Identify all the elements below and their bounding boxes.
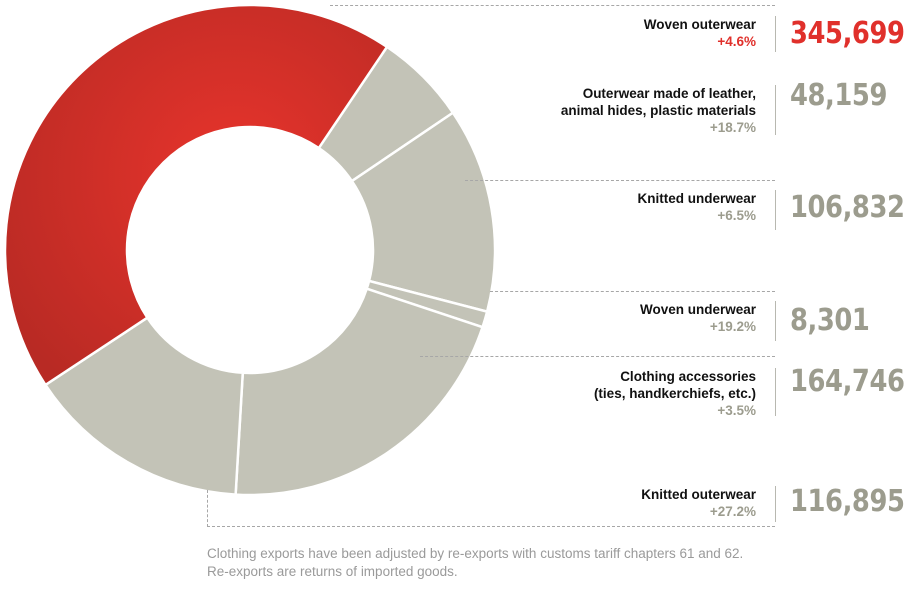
- category-label-block: Woven outerwear +4.6%: [436, 16, 756, 50]
- category-row-woven-outerwear: Woven outerwear +4.6% 345,699: [480, 16, 908, 106]
- leader-line: [490, 291, 775, 292]
- category-row-clothing-accessories: Clothing accessories (ties, handkerchief…: [480, 364, 908, 458]
- donut-slice-knitted-outerwear: [43, 315, 245, 496]
- category-change: +4.6%: [717, 34, 756, 49]
- category-name: Knitted outerwear: [641, 487, 756, 502]
- leader-line: [330, 5, 775, 6]
- value-separator: [775, 190, 776, 230]
- category-row-leather-outerwear: Outerwear made of leather, animal hides,…: [480, 78, 908, 175]
- category-row-woven-underwear: Woven underwear +19.2% 8,301: [480, 301, 908, 391]
- category-label-block: Knitted underwear +6.5%: [436, 190, 756, 224]
- category-label-block: Outerwear made of leather, animal hides,…: [436, 85, 756, 136]
- category-value: 106,832: [790, 190, 905, 225]
- donut-slice-woven-outerwear: [3, 3, 389, 387]
- category-change: +27.2%: [709, 504, 756, 519]
- category-change: +18.7%: [709, 120, 756, 135]
- category-change: +3.5%: [717, 403, 756, 418]
- leader-line: [207, 526, 775, 527]
- value-separator: [775, 368, 776, 416]
- donut-slice-clothing-accessories: [234, 287, 485, 497]
- category-name: Outerwear made of leather, animal hides,…: [560, 86, 756, 118]
- value-separator: [775, 85, 776, 135]
- footnote: Clothing exports have been adjusted by r…: [207, 546, 744, 579]
- category-value: 8,301: [790, 303, 870, 338]
- category-row-knitted-outerwear: Knitted outerwear +27.2% 116,895: [480, 484, 908, 576]
- category-name: Woven underwear: [639, 302, 756, 317]
- donut-chart: [3, 3, 497, 497]
- category-row-knitted-underwear: Knitted underwear +6.5% 106,832: [480, 190, 908, 280]
- category-label-block: Knitted outerwear +27.2%: [436, 486, 756, 520]
- category-value: 116,895: [790, 484, 905, 519]
- category-value: 48,159: [790, 78, 887, 113]
- category-name: Knitted underwear: [637, 191, 756, 206]
- category-change: +19.2%: [709, 319, 756, 334]
- leader-line: [465, 180, 775, 181]
- category-change: +6.5%: [717, 208, 756, 223]
- value-separator: [775, 16, 776, 52]
- category-value: 345,699: [790, 16, 905, 51]
- value-separator: [775, 486, 776, 522]
- leader-line: [420, 356, 775, 357]
- category-name: Woven outerwear: [643, 17, 756, 32]
- category-value: 164,746: [790, 364, 905, 399]
- category-label-block: Woven underwear +19.2%: [436, 301, 756, 335]
- category-label-block: Clothing accessories (ties, handkerchief…: [436, 368, 756, 419]
- value-separator: [775, 301, 776, 341]
- category-name: Clothing accessories (ties, handkerchief…: [593, 369, 756, 401]
- leader-line: [207, 490, 208, 527]
